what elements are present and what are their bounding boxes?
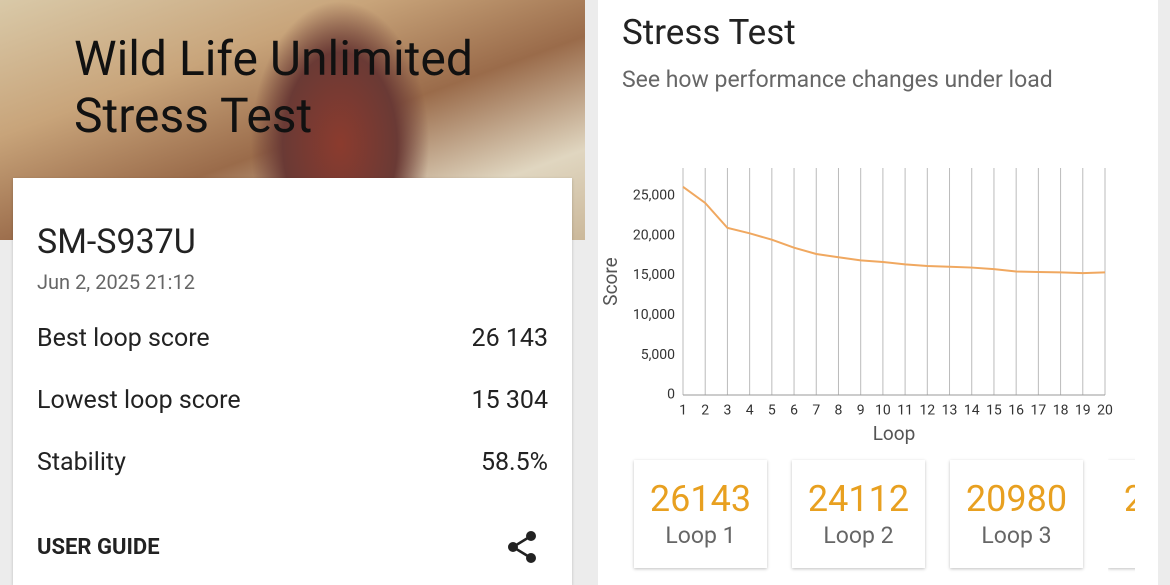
x-tick-label: 7 bbox=[812, 403, 820, 419]
score-line bbox=[682, 185, 1106, 275]
x-tick-label: 11 bbox=[897, 403, 913, 419]
x-tick-label: 8 bbox=[835, 403, 843, 419]
y-tick-label: 25,000 bbox=[633, 188, 675, 204]
row-label: Best loop score bbox=[37, 324, 210, 353]
user-guide[interactable]: USER GUIDE bbox=[37, 535, 160, 560]
date: Jun 2, 2025 21:12 bbox=[37, 270, 195, 294]
y-tick-label: 10,000 bbox=[633, 307, 675, 323]
loop-card[interactable]: 20300 bbox=[1108, 460, 1135, 568]
x-tick-label: 1 bbox=[679, 403, 687, 419]
loop-score: 26143 bbox=[649, 478, 752, 520]
x-tick-label: 10 bbox=[875, 403, 891, 419]
device: SM-S937U bbox=[37, 222, 196, 262]
loop-label: Loop 1 bbox=[665, 522, 736, 549]
row-label: Stability bbox=[37, 448, 126, 477]
x-tick-label: 13 bbox=[942, 403, 958, 419]
hero-title: Wild Life Unlimited Stress Test bbox=[74, 30, 473, 144]
x-axis-label: Loop bbox=[873, 422, 916, 445]
x-tick-label: 17 bbox=[1030, 403, 1046, 419]
loop-label: Loop 3 bbox=[981, 522, 1052, 549]
x-tick-label: 20 bbox=[1097, 403, 1113, 419]
x-tick-label: 19 bbox=[1075, 403, 1091, 419]
y-axis-label: Score bbox=[599, 257, 622, 305]
y-tick-label: 5,000 bbox=[641, 347, 675, 363]
row-label: Lowest loop score bbox=[37, 386, 241, 415]
loop-score: 20300 bbox=[1123, 478, 1135, 520]
x-tick-label: 15 bbox=[986, 403, 1002, 419]
panel-title: Stress Test bbox=[622, 12, 796, 53]
loop-label: Loop 2 bbox=[823, 522, 894, 549]
x-tick-label: 9 bbox=[857, 403, 865, 419]
stress-panel: Stress Test See how performance changes … bbox=[598, 0, 1158, 585]
x-tick-label: 18 bbox=[1053, 403, 1069, 419]
y-tick-label: 15,000 bbox=[633, 267, 675, 283]
x-tick-label: 2 bbox=[701, 403, 709, 419]
row-value: 58.5% bbox=[480, 448, 548, 477]
share-icon[interactable] bbox=[507, 530, 539, 564]
loop-card[interactable]: 26143 Loop 1 bbox=[634, 460, 767, 568]
loop-card[interactable]: 24112 Loop 2 bbox=[792, 460, 925, 568]
x-tick-label: 5 bbox=[768, 403, 776, 419]
panel-subtitle: See how performance changes under load bbox=[622, 66, 1053, 93]
loop-score: 24112 bbox=[807, 478, 910, 520]
x-tick-label: 4 bbox=[746, 403, 754, 419]
result-card: SM-S937U Jun 2, 2025 21:12 Best loop sco… bbox=[13, 178, 572, 585]
loop-score: 20980 bbox=[965, 478, 1068, 520]
loop-card[interactable]: 20980 Loop 3 bbox=[950, 460, 1083, 568]
x-tick-label: 6 bbox=[790, 403, 798, 419]
y-tick-label: 20,000 bbox=[633, 227, 675, 243]
y-tick-label: 0 bbox=[667, 387, 675, 403]
row-value: 26 143 bbox=[471, 324, 548, 353]
row-value: 15 304 bbox=[471, 386, 548, 415]
card-clip: 20300 bbox=[1108, 0, 1135, 585]
x-tick-label: 3 bbox=[723, 403, 731, 419]
x-tick-label: 14 bbox=[964, 403, 980, 419]
x-tick-label: 16 bbox=[1008, 403, 1024, 419]
x-tick-label: 12 bbox=[919, 403, 935, 419]
